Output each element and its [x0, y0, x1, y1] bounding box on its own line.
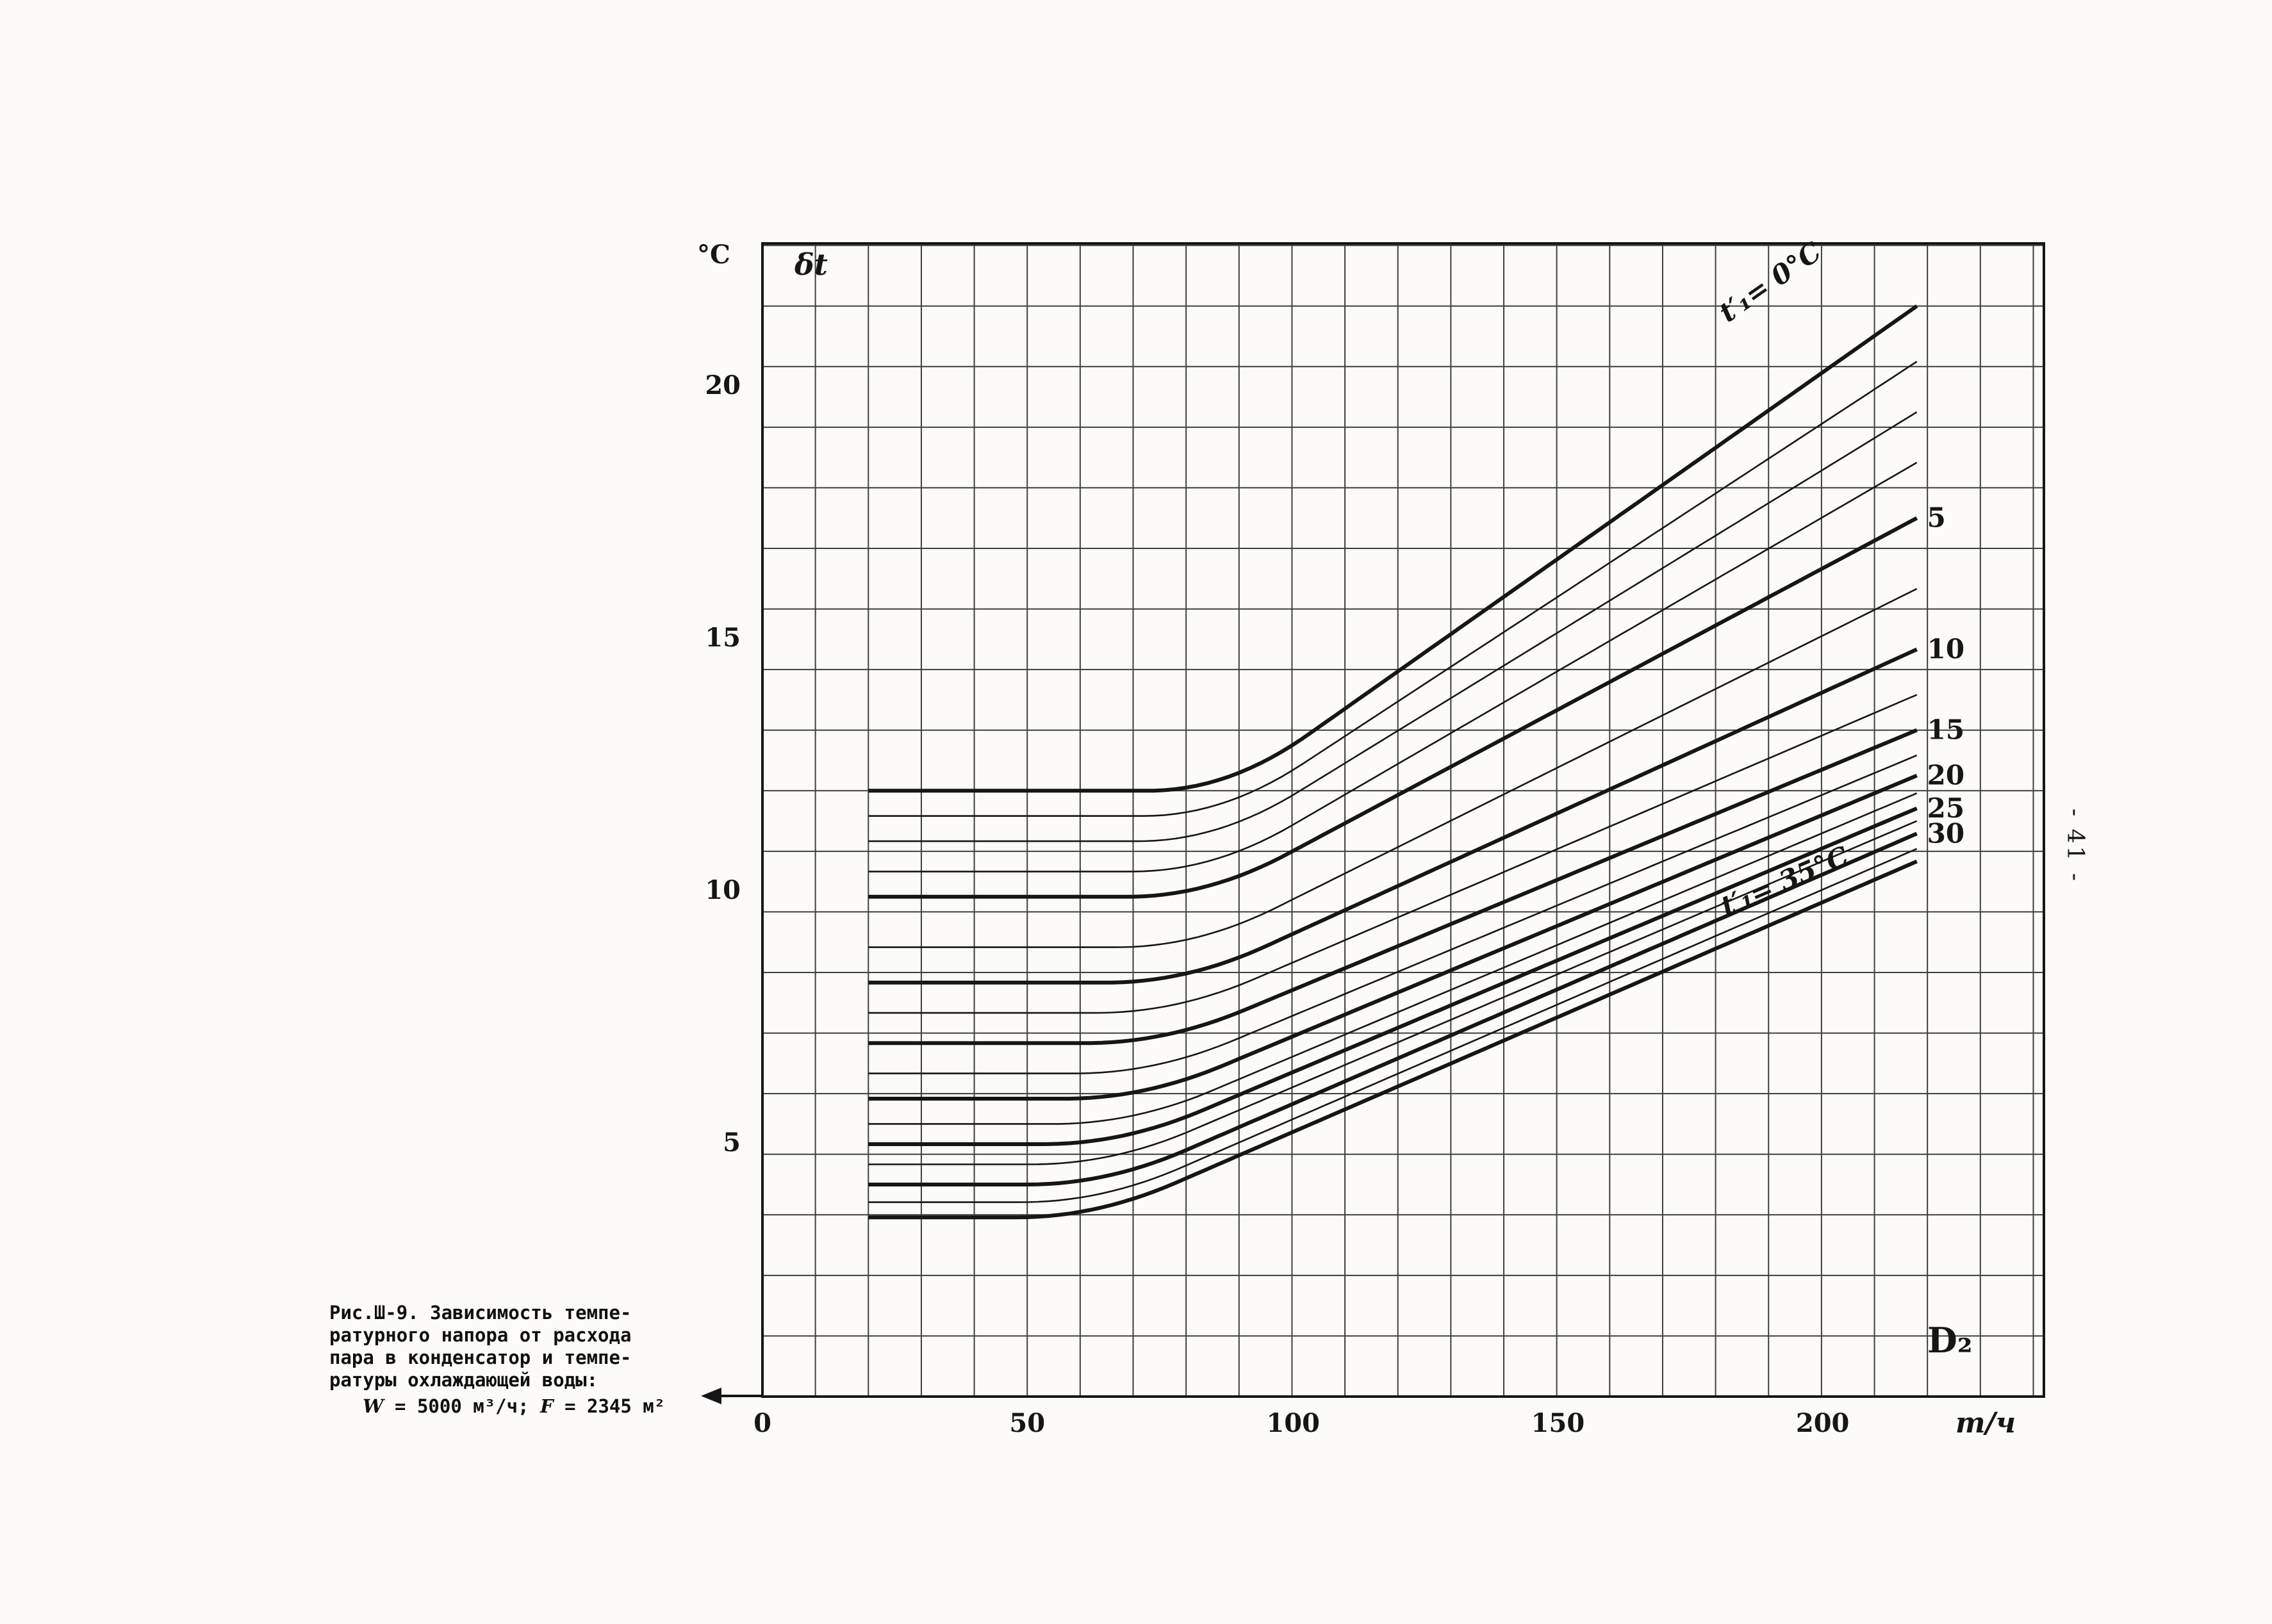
y-axis-unit-label: °C: [697, 240, 730, 270]
x-axis-arrow-icon: [701, 1388, 721, 1404]
curve-t1-0: [868, 304, 1918, 793]
w-symbol: W: [363, 1395, 384, 1417]
y-axis-symbol-label: δt: [794, 247, 828, 282]
caption-line-3: пара в конденсатор и темпе-: [329, 1347, 632, 1368]
x-tick-50: 50: [1009, 1408, 1046, 1438]
curve-end-label-15: 15: [1927, 714, 1964, 746]
curve-t1-10: [868, 647, 1918, 985]
curve-t1-15: [868, 728, 1918, 1046]
y-tick-10: 10: [705, 874, 741, 905]
x-tick-150: 150: [1531, 1408, 1585, 1438]
y-tick-15: 15: [705, 622, 741, 653]
caption-line-2: ратурного напора от расхода: [329, 1324, 632, 1346]
curve-t1-17.5: [868, 754, 1918, 1074]
curve-end-label-30: 30: [1927, 817, 1964, 849]
f-symbol: F: [540, 1395, 554, 1417]
curve-end-label-5: 5: [1927, 502, 1946, 534]
curve-t1-7.5: [868, 587, 1918, 948]
x-axis-unit-label: т/ч: [1955, 1407, 2016, 1439]
curve-t1-12.5: [868, 694, 1918, 1014]
plot-frame: [761, 242, 2045, 1398]
curve-t1-25: [868, 807, 1918, 1146]
x-tick-200: 200: [1795, 1408, 1850, 1438]
x-tick-100: 100: [1266, 1408, 1320, 1438]
curve-t1-2.5: [868, 411, 1918, 842]
curve-t1-1.25: [868, 361, 1918, 817]
curve-end-label-20: 20: [1927, 760, 1964, 791]
curve-end-label-25: 25: [1927, 792, 1964, 824]
caption-line-1: Рис.Ш-9. Зависимость темпе-: [329, 1302, 632, 1324]
x-tick-0: 0: [753, 1408, 771, 1438]
f-value: = 2345 м²: [553, 1395, 666, 1417]
curve-t1-3.75: [868, 461, 1918, 873]
curve-end-label-10: 10: [1927, 634, 1964, 665]
curve-t1-32.5: [868, 848, 1918, 1203]
curve-t1-35: [868, 859, 1918, 1220]
y-tick-5: 5: [723, 1127, 741, 1158]
y-tick-20: 20: [705, 370, 741, 400]
curve-t1-27.5: [868, 820, 1918, 1165]
caption-line-4: ратуры охлаждающей воды:: [329, 1369, 598, 1391]
figure-caption: Рис.Ш-9. Зависимость темпе- ратурного на…: [329, 1302, 778, 1418]
page-number: - 41 -: [2062, 808, 2088, 884]
x-axis-stub-line: [716, 1395, 764, 1397]
curve-t1-30: [868, 832, 1918, 1186]
curve-t1-22.5: [868, 792, 1918, 1125]
w-value: = 5000 м³/ч;: [383, 1395, 541, 1417]
curve-t1-5: [868, 516, 1918, 899]
curve-t1-20: [868, 773, 1918, 1101]
caption-formula: W = 5000 м³/ч; F = 2345 м²: [329, 1395, 778, 1418]
chart-plot-area: 5 10 15 20 25 30: [761, 242, 2045, 1398]
x-axis-symbol-label: D₂: [1927, 1320, 1973, 1361]
